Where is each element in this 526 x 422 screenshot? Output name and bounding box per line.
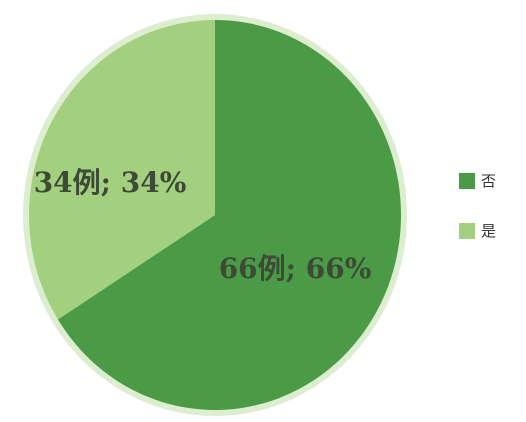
legend-item-no: 否 xyxy=(459,171,523,191)
legend-label-yes: 是 xyxy=(481,222,497,240)
legend-item-yes: 是 xyxy=(459,221,523,241)
pie-slices xyxy=(28,20,401,410)
pie-slice-yes xyxy=(28,20,216,320)
pie-slice-no xyxy=(57,20,401,410)
pie-slice-label-no: 66例; 66% xyxy=(219,252,372,285)
legend-swatch-no xyxy=(459,173,475,189)
chart-legend: 否 是 xyxy=(459,171,523,271)
pie-labels: 66例; 66% 34例; 34% xyxy=(34,166,372,285)
legend-swatch-yes xyxy=(459,223,475,239)
pie-slice-label-yes: 34例; 34% xyxy=(34,166,187,199)
legend-label-no: 否 xyxy=(481,172,497,190)
